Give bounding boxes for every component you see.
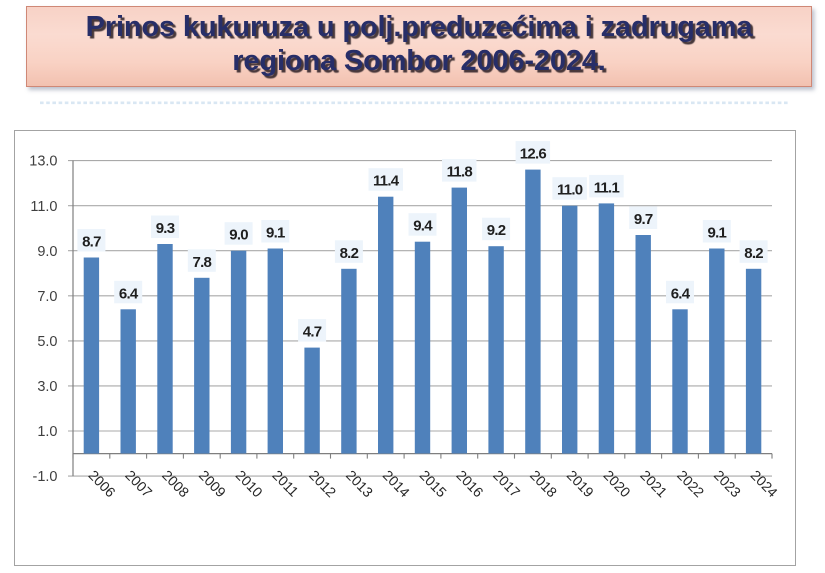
- svg-text:11.4: 11.4: [373, 173, 400, 190]
- svg-text:11.1: 11.1: [594, 179, 620, 196]
- svg-text:11.0: 11.0: [30, 199, 57, 215]
- svg-text:8.2: 8.2: [744, 245, 763, 262]
- svg-text:6.4: 6.4: [119, 285, 139, 302]
- svg-text:9.1: 9.1: [266, 225, 285, 242]
- svg-text:8.2: 8.2: [340, 245, 359, 262]
- svg-text:9.0: 9.0: [229, 227, 248, 244]
- svg-text:12.6: 12.6: [520, 146, 547, 163]
- svg-text:11.8: 11.8: [447, 164, 473, 181]
- svg-text:11.0: 11.0: [557, 182, 583, 199]
- svg-text:1.0: 1.0: [37, 424, 57, 440]
- svg-text:5.0: 5.0: [37, 334, 57, 350]
- svg-text:7.8: 7.8: [192, 254, 211, 271]
- svg-text:7.0: 7.0: [37, 289, 57, 305]
- svg-text:-1.0: -1.0: [33, 469, 58, 485]
- svg-text:9.1: 9.1: [707, 225, 726, 242]
- svg-text:9.3: 9.3: [156, 220, 175, 237]
- svg-text:4.7: 4.7: [303, 324, 322, 341]
- svg-text:8.7: 8.7: [82, 234, 101, 251]
- svg-text:9.2: 9.2: [487, 222, 506, 239]
- svg-text:9.7: 9.7: [634, 211, 653, 228]
- svg-text:3.0: 3.0: [37, 379, 57, 395]
- svg-text:9.4: 9.4: [413, 218, 433, 235]
- svg-text:13.0: 13.0: [29, 154, 57, 170]
- svg-text:6.4: 6.4: [671, 285, 691, 302]
- svg-text:9.0: 9.0: [37, 244, 57, 260]
